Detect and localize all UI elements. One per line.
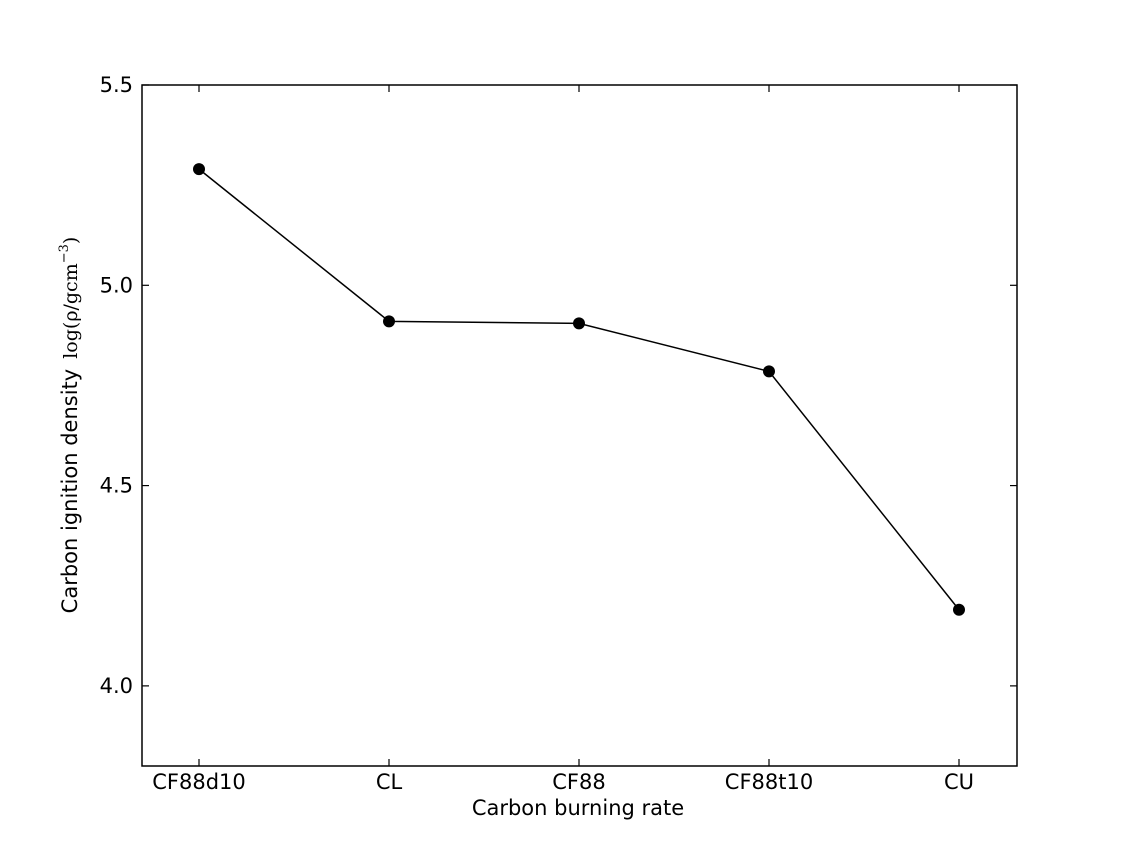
plot-frame xyxy=(141,84,1018,767)
x-tick-label: CL xyxy=(376,770,403,794)
x-axis-ticks: CF88d10 CL CF88 CF88t10 CU xyxy=(152,85,974,794)
x-tick-label: CF88t10 xyxy=(725,770,813,794)
x-tick-label: CF88d10 xyxy=(152,770,246,794)
y-axis-unit-exponent: −3 xyxy=(57,244,72,263)
y-axis-unit-prefix: log(ρ/gcm xyxy=(60,263,82,358)
y-tick-label: 5.0 xyxy=(100,273,133,297)
x-tick-label: CF88 xyxy=(552,770,605,794)
x-tick-label: CU xyxy=(944,770,974,794)
data-point xyxy=(193,163,205,176)
data-point xyxy=(573,317,585,330)
y-axis-unit-suffix: ) xyxy=(60,237,82,244)
data-point xyxy=(953,603,965,616)
y-tick-label: 5.5 xyxy=(100,73,133,97)
y-tick-label: 4.5 xyxy=(100,474,133,498)
y-axis-label-text: Carbon ignition density xyxy=(58,369,82,614)
y-tick-label: 4.0 xyxy=(100,674,133,698)
data-point xyxy=(383,315,395,328)
x-axis-label: Carbon burning rate xyxy=(472,796,684,820)
series-group xyxy=(193,163,965,616)
series-line xyxy=(198,168,960,611)
y-axis-ticks: 4.0 4.5 5.0 5.5 xyxy=(100,73,1017,698)
svg-text:Carbon ignition density: Carbon ignition density log(ρ/gcm−3) xyxy=(57,237,82,614)
y-axis-label: Carbon ignition density log(ρ/gcm−3) xyxy=(57,237,82,614)
data-point xyxy=(763,365,775,378)
